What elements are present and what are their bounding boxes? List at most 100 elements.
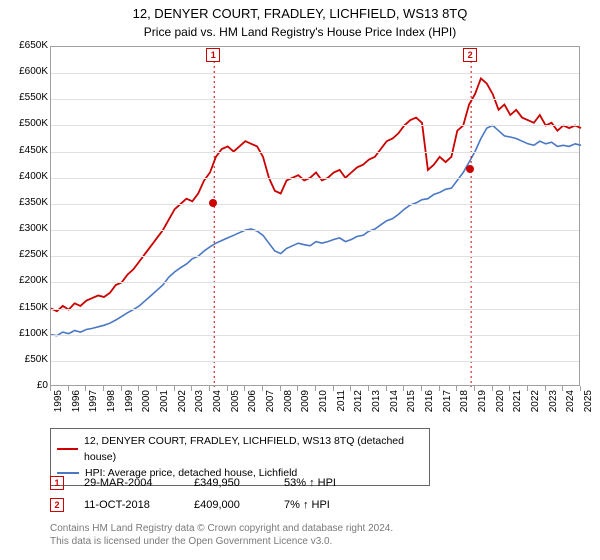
series-line — [51, 78, 581, 311]
x-axis-label: 2015 — [407, 390, 417, 420]
x-axis-label: 2006 — [248, 390, 258, 420]
gridline — [51, 282, 579, 283]
x-tick — [50, 386, 51, 391]
gridline — [51, 73, 579, 74]
y-axis-label: £100K — [19, 329, 48, 339]
x-axis-label: 1999 — [125, 390, 135, 420]
x-tick — [492, 386, 493, 391]
gridline — [51, 335, 579, 336]
x-tick — [509, 386, 510, 391]
fineprint-line1: Contains HM Land Registry data © Crown c… — [50, 522, 393, 535]
x-axis-label: 2016 — [425, 390, 435, 420]
plot-area — [50, 46, 580, 386]
sale-marker: 1 — [50, 476, 64, 490]
gridline — [51, 256, 579, 257]
x-tick — [315, 386, 316, 391]
x-axis-label: 2001 — [160, 390, 170, 420]
x-tick — [244, 386, 245, 391]
x-tick — [85, 386, 86, 391]
x-tick — [227, 386, 228, 391]
y-axis-label: £250K — [19, 250, 48, 260]
y-axis-label: £300K — [19, 224, 48, 234]
x-axis-label: 2020 — [496, 390, 506, 420]
x-axis-label: 2022 — [531, 390, 541, 420]
y-axis-label: £0 — [37, 381, 48, 391]
x-axis-label: 2018 — [460, 390, 470, 420]
sale-hpi: 53% ↑ HPI — [284, 477, 374, 489]
x-axis-label: 2002 — [178, 390, 188, 420]
x-axis-label: 2004 — [213, 390, 223, 420]
sale-price: £409,000 — [194, 499, 264, 511]
x-tick — [545, 386, 546, 391]
x-axis-label: 2010 — [319, 390, 329, 420]
gridline — [51, 204, 579, 205]
sale-row: 211-OCT-2018£409,0007% ↑ HPI — [50, 494, 374, 516]
x-tick — [527, 386, 528, 391]
x-axis-label: 1997 — [89, 390, 99, 420]
chart-container: 12, DENYER COURT, FRADLEY, LICHFIELD, WS… — [0, 0, 600, 560]
gridline — [51, 309, 579, 310]
x-tick — [68, 386, 69, 391]
y-axis-label: £450K — [19, 146, 48, 156]
gridline — [51, 361, 579, 362]
x-axis-label: 2011 — [337, 390, 347, 420]
y-axis-label: £550K — [19, 93, 48, 103]
y-axis-label: £200K — [19, 276, 48, 286]
x-axis-label: 2019 — [478, 390, 488, 420]
x-tick — [386, 386, 387, 391]
x-tick — [262, 386, 263, 391]
x-tick — [121, 386, 122, 391]
y-axis-label: £400K — [19, 172, 48, 182]
marker-label-box: 2 — [463, 48, 477, 62]
y-axis-label: £150K — [19, 303, 48, 313]
sale-row: 129-MAR-2004£349,95053% ↑ HPI — [50, 472, 374, 494]
gridline — [51, 125, 579, 126]
sale-date: 29-MAR-2004 — [84, 477, 174, 489]
x-axis-label: 2025 — [584, 390, 594, 420]
fineprint-line2: This data is licensed under the Open Gov… — [50, 535, 393, 548]
y-axis-label: £50K — [25, 355, 48, 365]
x-axis-label: 2005 — [231, 390, 241, 420]
x-axis-label: 2023 — [549, 390, 559, 420]
marker-point — [209, 199, 217, 207]
y-axis-label: £500K — [19, 119, 48, 129]
y-axis-label: £650K — [19, 41, 48, 51]
x-tick — [474, 386, 475, 391]
marker-label-box: 1 — [206, 48, 220, 62]
y-axis-label: £350K — [19, 198, 48, 208]
gridline — [51, 178, 579, 179]
x-tick — [421, 386, 422, 391]
x-tick — [103, 386, 104, 391]
x-axis-label: 2013 — [372, 390, 382, 420]
x-axis-label: 2008 — [284, 390, 294, 420]
x-tick — [333, 386, 334, 391]
x-axis-label: 2021 — [513, 390, 523, 420]
x-tick — [174, 386, 175, 391]
gridline — [51, 99, 579, 100]
x-axis-label: 1996 — [72, 390, 82, 420]
x-tick — [368, 386, 369, 391]
x-axis-label: 2014 — [390, 390, 400, 420]
x-tick — [456, 386, 457, 391]
x-axis-label: 2003 — [195, 390, 205, 420]
marker-point — [466, 165, 474, 173]
x-tick — [580, 386, 581, 391]
chart-subtitle: Price paid vs. HM Land Registry's House … — [0, 23, 600, 39]
x-axis-label: 2007 — [266, 390, 276, 420]
chart-title: 12, DENYER COURT, FRADLEY, LICHFIELD, WS… — [0, 0, 600, 23]
sale-hpi: 7% ↑ HPI — [284, 499, 374, 511]
x-tick — [280, 386, 281, 391]
x-axis-label: 2000 — [142, 390, 152, 420]
legend-row: 12, DENYER COURT, FRADLEY, LICHFIELD, WS… — [57, 433, 423, 465]
x-axis-label: 2017 — [443, 390, 453, 420]
license-fineprint: Contains HM Land Registry data © Crown c… — [50, 522, 393, 548]
x-axis-label: 2009 — [301, 390, 311, 420]
x-tick — [209, 386, 210, 391]
x-axis-label: 2012 — [354, 390, 364, 420]
sales-table: 129-MAR-2004£349,95053% ↑ HPI211-OCT-201… — [50, 472, 374, 516]
sale-marker: 2 — [50, 498, 64, 512]
x-tick — [350, 386, 351, 391]
x-tick — [156, 386, 157, 391]
gridline — [51, 152, 579, 153]
x-tick — [138, 386, 139, 391]
